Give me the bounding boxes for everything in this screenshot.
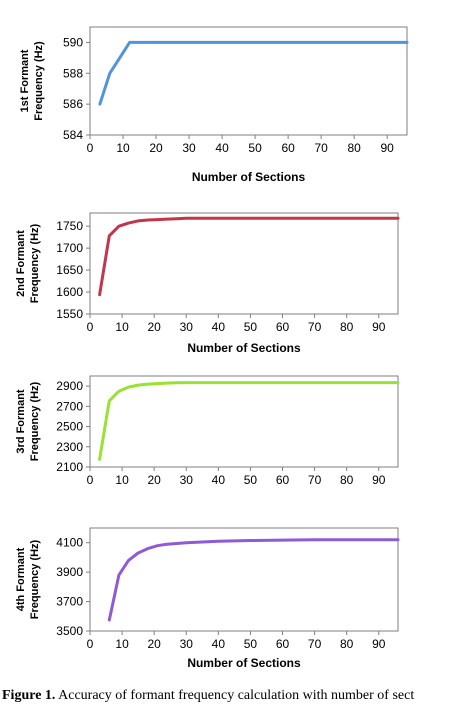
- x-tick-label: 70: [308, 473, 322, 487]
- series-line: [98, 40, 409, 106]
- y-tick-label: 3900: [56, 565, 83, 579]
- series-line: [98, 216, 400, 297]
- x-tick-label: 90: [381, 141, 395, 155]
- y-axis-label-line: Frequency (Hz): [33, 41, 45, 121]
- x-tick-label: 50: [248, 141, 262, 155]
- y-tick-label: 1750: [56, 219, 83, 233]
- y-tick-label: 2900: [56, 379, 83, 393]
- x-tick-label: 20: [147, 320, 161, 334]
- x-tick-label: 0: [87, 637, 94, 651]
- y-tick-label: 1650: [56, 263, 83, 277]
- x-tick-label: 50: [244, 473, 258, 487]
- x-tick-label: 70: [308, 637, 322, 651]
- x-tick-label: 10: [115, 473, 129, 487]
- y-tick-label: 1550: [56, 307, 83, 321]
- y-axis-label-line: Frequency (Hz): [29, 539, 41, 619]
- y-tick-label: 1600: [56, 285, 83, 299]
- figure-caption: Figure 1. Accuracy of formant frequency …: [2, 688, 474, 704]
- x-tick-label: 60: [281, 141, 295, 155]
- x-tick-label: 80: [340, 473, 354, 487]
- x-tick-label: 20: [149, 141, 163, 155]
- caption-text: Accuracy of formant frequency calculatio…: [58, 688, 415, 703]
- x-tick-label: 40: [212, 473, 226, 487]
- x-tick-label: 30: [180, 473, 194, 487]
- y-tick-label: 590: [63, 35, 83, 49]
- y-tick-label: 584: [63, 128, 83, 142]
- x-tick-label: 10: [115, 320, 129, 334]
- x-tick-label: 90: [372, 320, 386, 334]
- plot-area: [89, 212, 399, 315]
- plot-area: [89, 527, 399, 632]
- y-tick-label: 3700: [56, 595, 83, 609]
- y-axis-label-line: Frequency (Hz): [29, 381, 41, 461]
- x-tick-label: 50: [244, 320, 258, 334]
- chart-1: 584 586 588 590 0 10 20 30 40 50 60 70 80 90 Number of…: [19, 26, 409, 184]
- x-tick-label: 50: [244, 637, 258, 651]
- formant-figure: 584 586 588 590 0 10 20 30 40 50 60 70 80 90 Number of…: [15, 26, 409, 670]
- x-tick-label: 30: [180, 637, 194, 651]
- caption-label: Figure 1.: [2, 688, 56, 703]
- y-tick-label: 586: [63, 97, 83, 111]
- y-tick-label: 1700: [56, 241, 83, 255]
- y-tick-label: 2100: [56, 460, 83, 474]
- x-tick-label: 10: [116, 141, 130, 155]
- x-tick-label: 30: [180, 320, 194, 334]
- x-tick-label: 60: [276, 637, 290, 651]
- chart-2: 1550 1600 1650 1700 1750 0 10 20 30 40 50 60 70 80 90 N…: [15, 212, 400, 355]
- x-tick-label: 80: [347, 141, 361, 155]
- series-line: [107, 538, 400, 622]
- x-tick-label: 90: [372, 473, 386, 487]
- series-line: [98, 381, 400, 461]
- x-tick-label: 20: [147, 473, 161, 487]
- y-axis-label-line: 2nd Formant: [15, 230, 27, 297]
- x-tick-label: 40: [212, 637, 226, 651]
- plot-area: [89, 26, 408, 136]
- y-axis-label-line: 4th Formant: [15, 547, 27, 611]
- x-tick-label: 60: [276, 473, 290, 487]
- y-axis-label: 2nd Formant Frequency (Hz): [15, 223, 41, 303]
- y-tick-label: 2300: [56, 440, 83, 454]
- y-tick-label: 4100: [56, 536, 83, 550]
- x-tick-label: 40: [215, 141, 229, 155]
- y-axis-label-line: 3rd Formant: [15, 389, 27, 454]
- y-axis-label-line: 1st Formant: [19, 49, 31, 112]
- x-tick-label: 0: [87, 320, 94, 334]
- x-tick-label: 20: [147, 637, 161, 651]
- x-tick-label: 60: [276, 320, 290, 334]
- x-tick-label: 80: [340, 637, 354, 651]
- x-tick-label: 70: [314, 141, 328, 155]
- chart-4: 3500 3700 3900 4100 0 10 20 30 40 50 60 70 80 90 Numbe…: [15, 527, 400, 670]
- x-axis-label: Number of Sections: [187, 341, 301, 355]
- x-tick-label: 40: [212, 320, 226, 334]
- x-tick-label: 0: [87, 141, 94, 155]
- x-tick-label: 30: [182, 141, 196, 155]
- x-tick-label: 80: [340, 320, 354, 334]
- x-tick-label: 10: [115, 637, 129, 651]
- y-tick-label: 588: [63, 66, 83, 80]
- plot-area: [89, 375, 399, 468]
- x-tick-label: 70: [308, 320, 322, 334]
- y-axis-label: 1st Formant Frequency (Hz): [19, 41, 45, 121]
- x-tick-label: 90: [372, 637, 386, 651]
- x-axis-label: Number of Sections: [192, 170, 306, 184]
- chart-3: 2100 2300 2500 2700 2900 0 10 20 30 40 50 60 70 80 90 3…: [15, 375, 400, 487]
- y-axis-label: 4th Formant Frequency (Hz): [15, 539, 41, 619]
- y-axis-label: 3rd Formant Frequency (Hz): [15, 381, 41, 461]
- y-tick-label: 3500: [56, 624, 83, 638]
- y-tick-label: 2700: [56, 399, 83, 413]
- y-tick-label: 2500: [56, 420, 83, 434]
- x-axis-label: Number of Sections: [187, 656, 301, 670]
- y-axis-label-line: Frequency (Hz): [29, 223, 41, 303]
- x-tick-label: 0: [87, 473, 94, 487]
